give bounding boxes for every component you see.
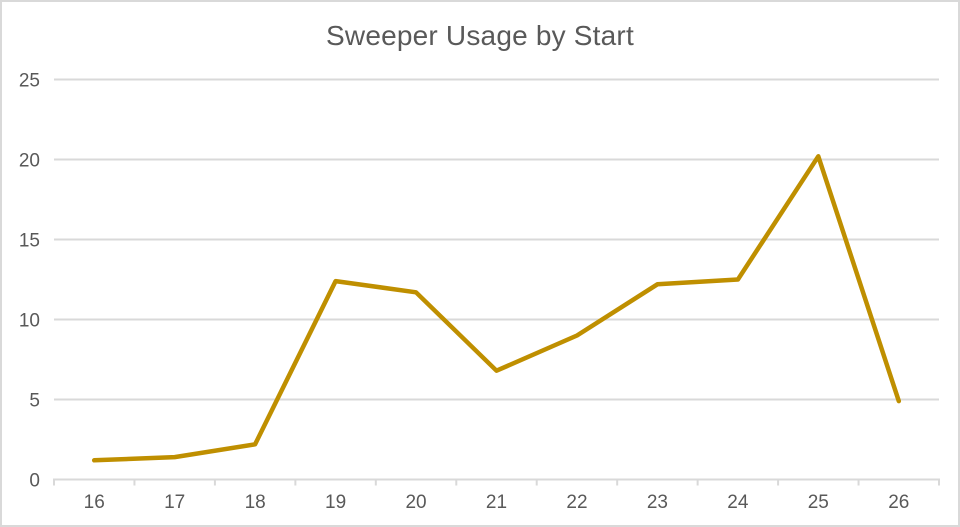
x-axis-tick-label: 23: [647, 492, 668, 513]
y-axis-tick-label: 20: [19, 151, 40, 172]
x-axis-tick-label: 18: [245, 492, 266, 513]
y-axis-tick-label: 5: [29, 391, 40, 412]
x-axis-tick-label: 20: [405, 492, 426, 513]
x-axis-tick-label: 21: [486, 492, 507, 513]
y-axis-tick-label: 10: [19, 311, 40, 332]
x-axis-tick-label: 25: [808, 492, 829, 513]
x-axis-tick-label: 22: [566, 492, 587, 513]
chart-title: Sweeper Usage by Start: [326, 20, 634, 51]
x-axis-tick-label: 24: [727, 492, 749, 513]
data-series-line: [91, 154, 902, 463]
x-axis-tick-label: 16: [84, 492, 105, 513]
y-axis-tick-label: 25: [19, 71, 40, 92]
y-axis-tick-label: 15: [19, 231, 40, 252]
x-axis-tick-label: 19: [325, 492, 346, 513]
y-axis-tick-label: 0: [29, 471, 40, 492]
x-axis-tick-label: 26: [888, 492, 909, 513]
x-axis-tick-label: 17: [164, 492, 185, 513]
